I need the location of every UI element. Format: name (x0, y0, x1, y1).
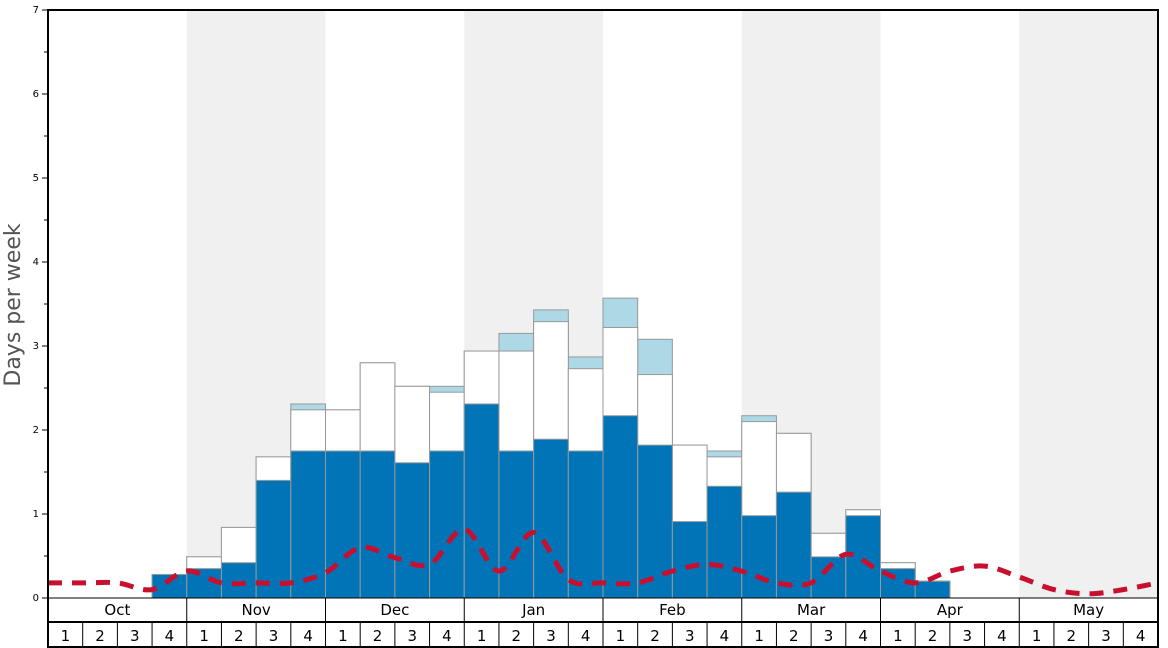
week-label-jan-2: 2 (512, 627, 522, 645)
week-label-nov-2: 2 (234, 627, 244, 645)
week-label-apr-2: 2 (928, 627, 938, 645)
y-axis-label: Days per week (1, 223, 26, 386)
week-label-may-1: 1 (1032, 627, 1042, 645)
bar-s0-w20 (741, 515, 777, 599)
week-label-jan-3: 3 (546, 627, 556, 645)
bar-s0-w14 (533, 438, 569, 599)
bar-s0-w8 (325, 450, 361, 599)
week-label-nov-3: 3 (269, 627, 279, 645)
bar-s0-w13 (498, 450, 535, 599)
y-tick-label-0: 0 (33, 593, 39, 604)
y-tick-label-1: 1 (33, 509, 39, 520)
month-label-may: May (1073, 601, 1104, 619)
bar-s0-w21 (775, 491, 812, 599)
bar-s0-w18 (671, 521, 708, 599)
week-label-jan-1: 1 (477, 627, 487, 645)
month-label-feb: Feb (659, 601, 686, 619)
week-label-may-2: 2 (1067, 627, 1077, 645)
week-label-feb-1: 1 (616, 627, 626, 645)
bar-s0-w11 (429, 450, 465, 599)
shade-may (1019, 10, 1158, 598)
y-tick-label-5: 5 (33, 173, 39, 184)
week-label-feb-3: 3 (685, 627, 695, 645)
week-label-mar-1: 1 (754, 627, 764, 645)
week-label-apr-1: 1 (893, 627, 903, 645)
week-label-mar-3: 3 (824, 627, 834, 645)
bar-s0-w12 (463, 403, 500, 599)
week-label-nov-4: 4 (303, 627, 313, 645)
bar-s0-w9 (359, 450, 396, 599)
plot-frame (47, 9, 1159, 648)
week-label-may-3: 3 (1101, 627, 1111, 645)
y-tick-label-2: 2 (33, 425, 39, 436)
week-label-dec-3: 3 (407, 627, 417, 645)
bar-s0-w5 (220, 562, 257, 599)
bar-s0-w7 (290, 450, 326, 599)
week-label-feb-4: 4 (720, 627, 730, 645)
week-label-mar-2: 2 (789, 627, 799, 645)
bar-s0-w16 (602, 415, 639, 599)
month-shading (186, 10, 1158, 598)
week-label-nov-1: 1 (199, 627, 209, 645)
bar-s0-w25 (914, 580, 951, 599)
week-label-apr-4: 4 (997, 627, 1007, 645)
bar-s0-w19 (706, 485, 743, 599)
y-axis: 0 1 2 3 4 5 6 7 (33, 5, 48, 604)
week-label-apr-3: 3 (962, 627, 972, 645)
week-label-dec-1: 1 (338, 627, 348, 645)
month-label-oct: Oct (104, 601, 130, 619)
bar-s0-w6 (255, 479, 292, 599)
bar-s0-w15 (567, 450, 604, 599)
average-line (48, 526, 1159, 597)
month-label-apr: Apr (937, 601, 964, 619)
month-label-nov: Nov (241, 601, 270, 619)
week-label-oct-2: 2 (95, 627, 105, 645)
week-label-jan-4: 4 (581, 627, 591, 645)
month-label-dec: Dec (380, 601, 409, 619)
week-label-feb-2: 2 (650, 627, 660, 645)
bar-s0-w10 (394, 462, 431, 599)
y-tick-label-4: 4 (33, 257, 39, 268)
y-tick-label-6: 6 (33, 89, 39, 100)
average-line-layer (48, 526, 1159, 597)
week-label-dec-4: 4 (442, 627, 452, 645)
week-label-oct-1: 1 (61, 627, 71, 645)
week-label-oct-4: 4 (165, 627, 175, 645)
month-label-jan: Jan (521, 601, 545, 619)
week-label-dec-2: 2 (373, 627, 383, 645)
week-label-mar-4: 4 (858, 627, 868, 645)
bar-s0-w22 (810, 556, 847, 599)
y-tick-label-7: 7 (33, 5, 39, 16)
y-tick-label-3: 3 (33, 341, 39, 352)
month-label-mar: Mar (797, 601, 826, 619)
x-axis: Oct 1 2 3 4 Nov 1 2 3 4 Dec 1 2 3 4 Jan 1 2 3 4 Feb 1 2 3 4 Mar 1 2… (48, 597, 1158, 647)
week-label-oct-3: 3 (130, 627, 140, 645)
week-label-may-4: 4 (1136, 627, 1146, 645)
